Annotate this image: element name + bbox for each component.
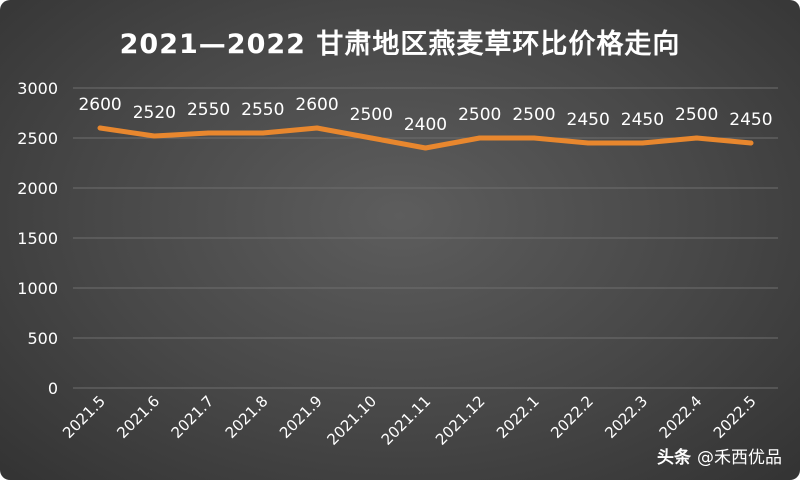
chart-title: 2021—2022 甘肃地区燕麦草环比价格走向 [119,29,681,60]
x-tick-label: 2021.12 [432,392,489,449]
x-tick-label: 2022.2 [547,392,597,442]
x-tick-label: 2021.5 [59,392,109,442]
data-point [748,140,754,146]
y-tick-label: 2500 [17,129,58,148]
x-tick-label: 2021.9 [276,392,326,442]
y-tick-label: 1500 [17,229,58,248]
data-point [206,130,212,136]
x-tick-label: 2021.11 [378,392,435,449]
data-point [260,130,266,136]
x-tick-label: 2021.7 [168,392,218,442]
data-point [151,133,157,139]
data-label: 2450 [729,110,772,130]
x-tick-label: 2021.10 [324,392,381,449]
data-label: 2400 [404,115,447,135]
y-tick-label: 1000 [17,279,58,298]
y-tick-label: 2000 [17,179,58,198]
x-tick-label: 2022.3 [601,392,651,442]
y-tick-label: 0 [48,379,58,398]
data-point [423,145,428,151]
watermark: 头条 @禾西优品 [657,443,782,468]
data-point [585,140,591,146]
data-label: 2450 [621,110,664,130]
data-label: 2500 [350,105,393,125]
y-tick-label: 3000 [17,79,58,98]
data-label: 2600 [78,95,121,115]
data-label: 2500 [512,105,555,125]
x-tick-label: 2022.5 [710,392,760,442]
watermark-brand: 头条 [657,448,691,468]
data-point [97,125,103,131]
data-label: 2600 [295,95,338,115]
x-tick-label: 2022.4 [656,392,706,442]
x-tick-label: 2021.6 [113,392,163,442]
data-label: 2550 [241,100,284,120]
data-label: 2520 [133,103,176,123]
data-point [531,135,537,141]
x-tick-label: 2022.1 [493,392,543,442]
data-point [639,140,645,146]
data-point [368,135,374,141]
data-label: 2450 [567,110,610,130]
data-point [477,135,483,141]
y-tick-label: 500 [27,329,58,348]
x-tick-label: 2021.8 [222,392,272,442]
data-label: 2500 [458,105,501,125]
data-point [314,125,320,131]
data-label: 2500 [675,105,718,125]
data-point [694,135,700,141]
data-label: 2550 [187,100,230,120]
watermark-handle: @禾西优品 [697,448,782,468]
